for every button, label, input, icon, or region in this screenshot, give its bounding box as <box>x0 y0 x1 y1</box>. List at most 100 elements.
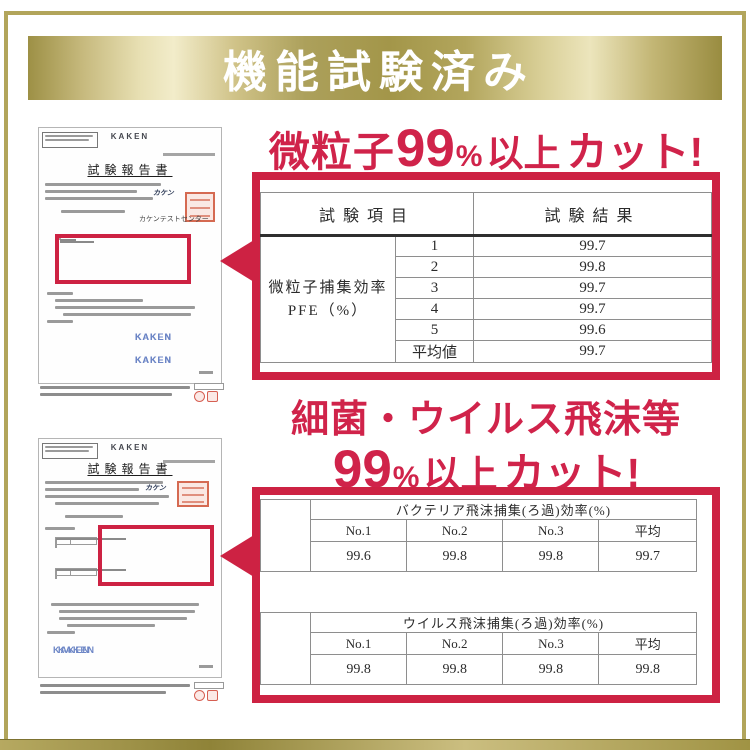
watermark-word: KAKEN <box>135 332 173 342</box>
kaken-logo: KAKEN <box>110 443 150 452</box>
row-label-line1: 微粒子捕集効率 <box>268 280 388 296</box>
value-cell: 99.8 <box>502 541 600 572</box>
highlighted-result-area <box>98 525 214 586</box>
doc1-approval-stamps <box>194 383 224 402</box>
approval-box <box>194 682 224 689</box>
red-seal-stamp <box>177 481 209 507</box>
row-label: 微粒子捕集効率 PFE（%） <box>260 235 396 363</box>
sample-value: 99.8 <box>473 256 712 278</box>
kaken-logo: KAKEN <box>110 132 150 141</box>
col-header: 平均 <box>598 632 697 655</box>
gold-bottom-band <box>0 739 750 750</box>
sample-no: 2 <box>395 256 474 278</box>
virus-table-title: ウイルス飛沫捕集(ろ過)効率(%) <box>310 612 697 633</box>
results-label-line <box>45 527 75 530</box>
square-seal-icon <box>207 690 218 701</box>
sample-no: 1 <box>395 235 474 257</box>
value-cell: 99.8 <box>406 541 504 572</box>
stub-cell <box>260 612 311 685</box>
value-cell: 99.8 <box>309 654 408 685</box>
droplet-heading: 細菌・ウイルス飛沫等 99% 以上 カット! <box>252 399 720 498</box>
watermark-word: KAKEN <box>53 645 91 655</box>
stub-cell <box>260 499 311 572</box>
bacteria-table: バクテリア飛沫捕集(ろ過)効率(%) No.1 No.2 No.3 平均 99.… <box>260 499 697 572</box>
heading-text: カット! <box>566 129 704 175</box>
approval-box <box>194 383 224 390</box>
doc2-footnote-lines <box>40 684 190 694</box>
page-number-line <box>199 665 213 668</box>
row-label-line2: PFE（%） <box>287 302 369 319</box>
square-seal-icon <box>207 391 218 402</box>
watermark-word: KAKEN <box>58 645 96 655</box>
sample-no: 5 <box>395 319 474 341</box>
watermark-word: KAKEN <box>135 332 173 342</box>
header-banner: 機能試験済み <box>28 36 722 100</box>
virus-table: ウイルス飛沫捕集(ろ過)効率(%) No.1 No.2 No.3 平均 99.8… <box>260 612 697 685</box>
watermark-word: KAKEN <box>135 355 173 365</box>
value-cell: 99.8 <box>502 654 600 685</box>
doc2-approval-stamps <box>194 682 224 701</box>
red-seal-stamp <box>185 192 215 222</box>
sample-value: 99.6 <box>473 319 712 341</box>
report-note-box <box>42 443 98 459</box>
highlighted-result-table <box>55 234 191 284</box>
report-title: 試験報告書 <box>87 462 173 476</box>
report-text-lines <box>45 481 169 505</box>
sample-value: 99.7 <box>473 277 712 299</box>
mini-pfe-table <box>59 238 187 280</box>
kaken-brand-text: カケン <box>145 485 166 492</box>
col-header: No.2 <box>406 519 504 542</box>
heading-text: 以上 <box>486 133 561 174</box>
col-header: No.1 <box>309 632 408 655</box>
droplet-result-box: バクテリア飛沫捕集(ろ過)効率(%) No.1 No.2 No.3 平均 99.… <box>252 487 720 703</box>
round-seal-icon <box>194 690 205 701</box>
col-header: 平均 <box>598 519 697 542</box>
sample-value: 99.7 <box>473 235 712 257</box>
value-cell: 99.7 <box>598 541 697 572</box>
test-report-document-1: KAKEN 試験報告書 カケン カケンテストセンター KAKEN KAKEN KAK… <box>38 127 222 384</box>
sample-value: 99.7 <box>473 298 712 320</box>
test-report-document-2: KAKEN 試験報告書 カケン KAKEN KAKEN <box>38 438 222 678</box>
report-date-line <box>65 515 123 518</box>
watermark-word: KAKEN <box>135 355 173 365</box>
kaken-brand-text: カケン <box>153 190 174 197</box>
col-header: No.1 <box>309 519 408 542</box>
value-cell: 99.8 <box>406 654 504 685</box>
sample-no: 4 <box>395 298 474 320</box>
arrow-left-icon <box>220 535 254 577</box>
sample-no: 平均値 <box>395 340 474 363</box>
watermark-word: KAKEN <box>135 355 173 365</box>
page-number-line <box>199 371 213 374</box>
report-text-lines <box>45 183 161 200</box>
value-cell: 99.8 <box>598 654 697 685</box>
heading-text: 細菌・ウイルス飛沫等 <box>290 399 681 441</box>
round-seal-icon <box>194 391 205 402</box>
banner-title: 機能試験済み <box>223 48 535 97</box>
report-date-line <box>61 210 125 213</box>
col-header-result: 試験結果 <box>473 192 712 237</box>
report-method-lines <box>47 292 195 323</box>
org-name-text: カケンテストセンター <box>139 216 209 223</box>
doc1-footnote-lines <box>40 386 190 396</box>
pfe-heading: 微粒子99% 以上 カット! <box>252 119 720 178</box>
report-note-box <box>42 132 98 148</box>
col-header-item: 試験項目 <box>260 192 474 237</box>
heading-percent: % <box>455 140 483 173</box>
value-cell: 99.6 <box>309 541 408 572</box>
report-number-line <box>163 153 215 156</box>
bacteria-table-title: バクテリア飛沫捕集(ろ過)効率(%) <box>310 499 697 520</box>
watermark-word: KAKEN <box>135 332 173 342</box>
heading-text: 微粒子 <box>268 129 395 175</box>
sample-value: 99.7 <box>473 340 712 363</box>
col-header: No.3 <box>502 519 600 542</box>
arrow-left-icon <box>220 240 254 282</box>
report-number-line <box>163 460 215 463</box>
heading-number: 99 <box>395 119 455 178</box>
report-title: 試験報告書 <box>87 163 173 177</box>
col-header: No.3 <box>502 632 600 655</box>
col-header: No.2 <box>406 632 504 655</box>
report-method-lines <box>47 603 199 634</box>
